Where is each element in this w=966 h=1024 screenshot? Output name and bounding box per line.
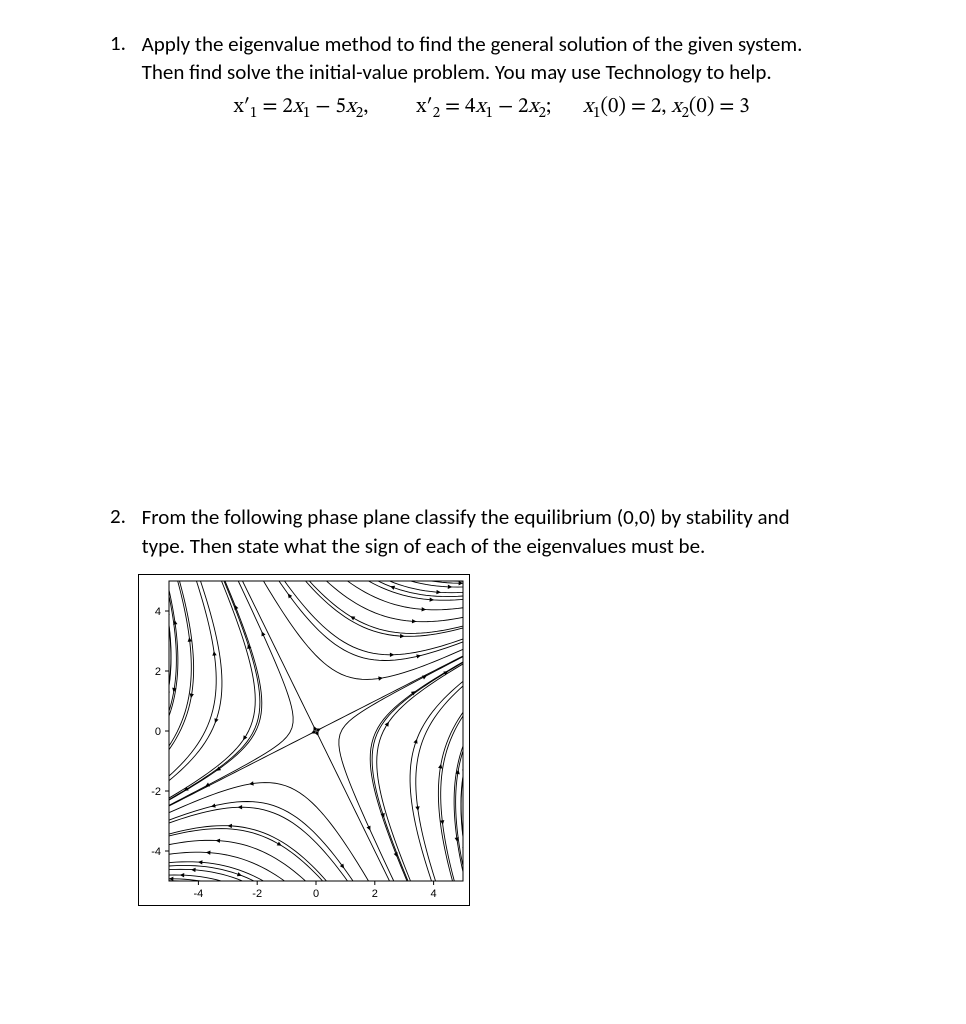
problem-2-line2: type. Then state what the sign of each o…	[142, 533, 706, 559]
page: 1. Apply the eigenvalue method to find t…	[0, 0, 966, 986]
xtick-label: -2	[252, 888, 262, 900]
problem-1-line2: Then find solve the initial-value proble…	[142, 59, 772, 85]
xtick-label: -4	[194, 888, 204, 900]
problem-1-line1: Apply the eigenvalue method to find the …	[142, 31, 803, 57]
problem-2: 2. From the following phase plane classi…	[110, 503, 876, 906]
phase-plane-figure: -4 -2 0 2 4 -4 -2 0 2 4	[138, 574, 876, 906]
xtick-label: 2	[372, 888, 378, 900]
ytick-label: 4	[155, 606, 161, 618]
problem-1-equations: x′1 = 2x1 − 5x2, x′2 = 4x1 − 2x2; x1(0) …	[142, 93, 874, 124]
phase-plane-svg: -4 -2 0 2 4 -4 -2 0 2 4	[138, 574, 470, 906]
ytick-label: -2	[151, 786, 161, 798]
ytick-label: 0	[155, 726, 161, 738]
problem-1: 1. Apply the eigenvalue method to find t…	[110, 30, 876, 123]
ytick-label: -4	[151, 846, 161, 858]
problem-1-body: Apply the eigenvalue method to find the …	[142, 30, 874, 123]
problem-2-body: From the following phase plane classify …	[142, 503, 874, 560]
problem-2-number: 2.	[110, 503, 138, 529]
problem-1-number: 1.	[110, 30, 138, 56]
problem-2-line1: From the following phase plane classify …	[142, 504, 790, 530]
xtick-label: 4	[431, 888, 437, 900]
ytick-label: 2	[155, 666, 161, 678]
xtick-label: 0	[313, 888, 319, 900]
